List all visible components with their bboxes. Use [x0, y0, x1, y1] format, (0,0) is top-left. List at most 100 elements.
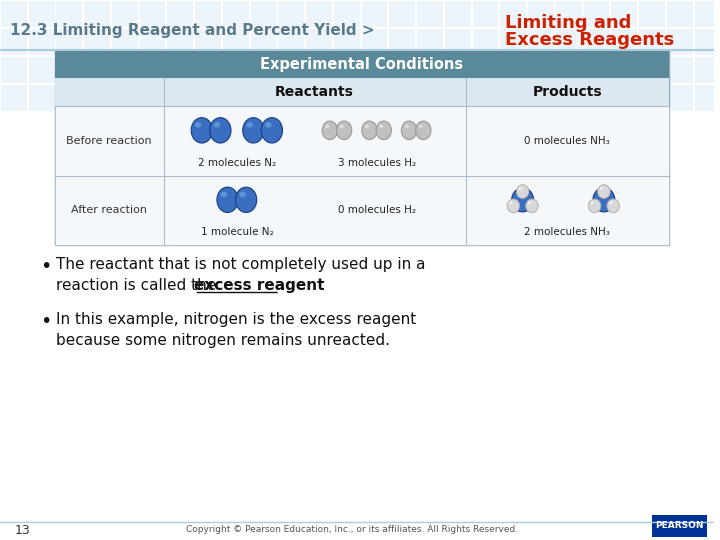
Ellipse shape	[588, 199, 601, 213]
FancyBboxPatch shape	[84, 29, 110, 55]
Text: 2 molecules NH₃: 2 molecules NH₃	[524, 227, 611, 237]
Text: 0 molecules H₂: 0 molecules H₂	[338, 205, 415, 215]
FancyBboxPatch shape	[55, 50, 669, 245]
Ellipse shape	[528, 201, 531, 204]
Ellipse shape	[220, 192, 228, 197]
FancyBboxPatch shape	[55, 78, 669, 106]
Ellipse shape	[239, 192, 246, 197]
FancyBboxPatch shape	[361, 1, 387, 27]
Text: In this example, nitrogen is the excess reagent: In this example, nitrogen is the excess …	[56, 312, 417, 327]
FancyBboxPatch shape	[611, 29, 637, 55]
FancyBboxPatch shape	[306, 1, 332, 27]
FancyBboxPatch shape	[279, 29, 305, 55]
FancyBboxPatch shape	[652, 515, 706, 537]
FancyBboxPatch shape	[168, 85, 193, 111]
FancyBboxPatch shape	[584, 57, 609, 83]
FancyBboxPatch shape	[584, 85, 609, 111]
FancyBboxPatch shape	[56, 1, 82, 27]
Text: PEARSON: PEARSON	[655, 522, 704, 530]
FancyBboxPatch shape	[29, 1, 55, 27]
FancyBboxPatch shape	[667, 29, 693, 55]
FancyBboxPatch shape	[695, 85, 720, 111]
Text: Experimental Conditions: Experimental Conditions	[260, 57, 463, 71]
Text: 3 molecules H₂: 3 molecules H₂	[338, 158, 415, 167]
Text: because some nitrogen remains unreacted.: because some nitrogen remains unreacted.	[56, 333, 390, 348]
FancyBboxPatch shape	[195, 85, 221, 111]
Ellipse shape	[195, 122, 202, 127]
Ellipse shape	[210, 118, 231, 143]
FancyBboxPatch shape	[445, 85, 471, 111]
FancyBboxPatch shape	[667, 57, 693, 83]
FancyBboxPatch shape	[29, 29, 55, 55]
Text: Limiting and: Limiting and	[505, 14, 631, 32]
Text: The reactant that is not completely used up in a: The reactant that is not completely used…	[56, 257, 426, 272]
FancyBboxPatch shape	[84, 57, 110, 83]
FancyBboxPatch shape	[611, 57, 637, 83]
Text: •: •	[40, 312, 51, 331]
Text: 1 molecule N₂: 1 molecule N₂	[201, 227, 273, 237]
Ellipse shape	[526, 199, 538, 213]
FancyBboxPatch shape	[168, 57, 193, 83]
Ellipse shape	[415, 121, 431, 139]
FancyBboxPatch shape	[500, 1, 526, 27]
Ellipse shape	[261, 118, 282, 143]
FancyBboxPatch shape	[528, 85, 554, 111]
FancyBboxPatch shape	[390, 85, 415, 111]
FancyBboxPatch shape	[556, 85, 582, 111]
Ellipse shape	[192, 118, 212, 143]
FancyBboxPatch shape	[168, 1, 193, 27]
FancyBboxPatch shape	[417, 85, 443, 111]
FancyBboxPatch shape	[556, 29, 582, 55]
FancyBboxPatch shape	[361, 29, 387, 55]
Ellipse shape	[593, 188, 615, 212]
FancyBboxPatch shape	[584, 1, 609, 27]
Ellipse shape	[516, 193, 523, 198]
FancyBboxPatch shape	[140, 29, 166, 55]
FancyBboxPatch shape	[334, 85, 360, 111]
Text: Products: Products	[533, 85, 602, 99]
Ellipse shape	[509, 201, 513, 204]
Ellipse shape	[379, 125, 383, 128]
Ellipse shape	[598, 185, 610, 198]
FancyBboxPatch shape	[639, 85, 665, 111]
FancyBboxPatch shape	[500, 85, 526, 111]
FancyBboxPatch shape	[417, 1, 443, 27]
Ellipse shape	[518, 187, 522, 190]
FancyBboxPatch shape	[55, 106, 669, 176]
FancyBboxPatch shape	[279, 1, 305, 27]
Ellipse shape	[361, 121, 377, 139]
Ellipse shape	[405, 125, 409, 128]
FancyBboxPatch shape	[500, 29, 526, 55]
Ellipse shape	[609, 201, 613, 204]
FancyBboxPatch shape	[639, 1, 665, 27]
Ellipse shape	[365, 125, 369, 128]
FancyBboxPatch shape	[445, 1, 471, 27]
FancyBboxPatch shape	[361, 85, 387, 111]
FancyBboxPatch shape	[390, 57, 415, 83]
FancyBboxPatch shape	[279, 57, 305, 83]
FancyBboxPatch shape	[611, 1, 637, 27]
Text: 0 molecules NH₃: 0 molecules NH₃	[524, 136, 611, 146]
FancyBboxPatch shape	[528, 57, 554, 83]
FancyBboxPatch shape	[473, 85, 498, 111]
Ellipse shape	[419, 125, 423, 128]
FancyBboxPatch shape	[112, 29, 138, 55]
FancyBboxPatch shape	[334, 1, 360, 27]
FancyBboxPatch shape	[306, 29, 332, 55]
FancyBboxPatch shape	[417, 29, 443, 55]
Ellipse shape	[325, 125, 329, 128]
FancyBboxPatch shape	[251, 29, 276, 55]
FancyBboxPatch shape	[445, 29, 471, 55]
Ellipse shape	[512, 188, 534, 212]
FancyBboxPatch shape	[695, 57, 720, 83]
FancyBboxPatch shape	[195, 57, 221, 83]
Ellipse shape	[243, 118, 264, 143]
FancyBboxPatch shape	[223, 29, 248, 55]
FancyBboxPatch shape	[29, 85, 55, 111]
FancyBboxPatch shape	[56, 85, 82, 111]
Text: 12.3 Limiting Reagent and Percent Yield >: 12.3 Limiting Reagent and Percent Yield …	[10, 23, 374, 37]
Ellipse shape	[507, 199, 520, 213]
FancyBboxPatch shape	[195, 1, 221, 27]
Ellipse shape	[401, 121, 417, 139]
FancyBboxPatch shape	[473, 57, 498, 83]
